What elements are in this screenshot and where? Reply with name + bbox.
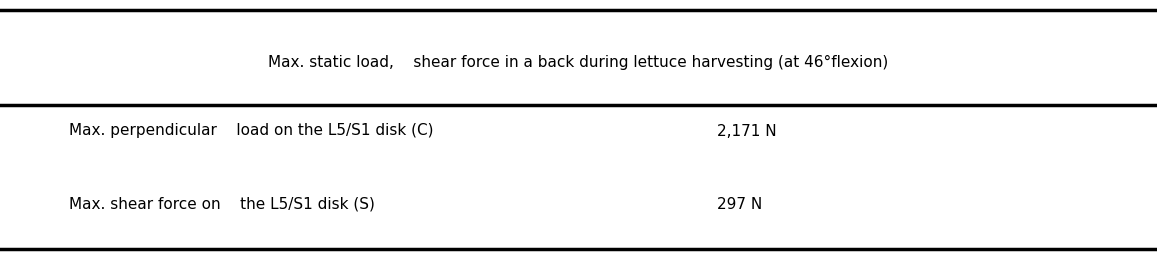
Text: Max. static load,    shear force in a back during lettuce harvesting (at 46°flex: Max. static load, shear force in a back … (268, 55, 889, 70)
Text: 297 N: 297 N (717, 197, 762, 212)
Text: Max. perpendicular    load on the L5/S1 disk (C): Max. perpendicular load on the L5/S1 dis… (69, 123, 434, 139)
Text: 2,171 N: 2,171 N (717, 123, 778, 139)
Text: Max. shear force on    the L5/S1 disk (S): Max. shear force on the L5/S1 disk (S) (69, 197, 375, 212)
